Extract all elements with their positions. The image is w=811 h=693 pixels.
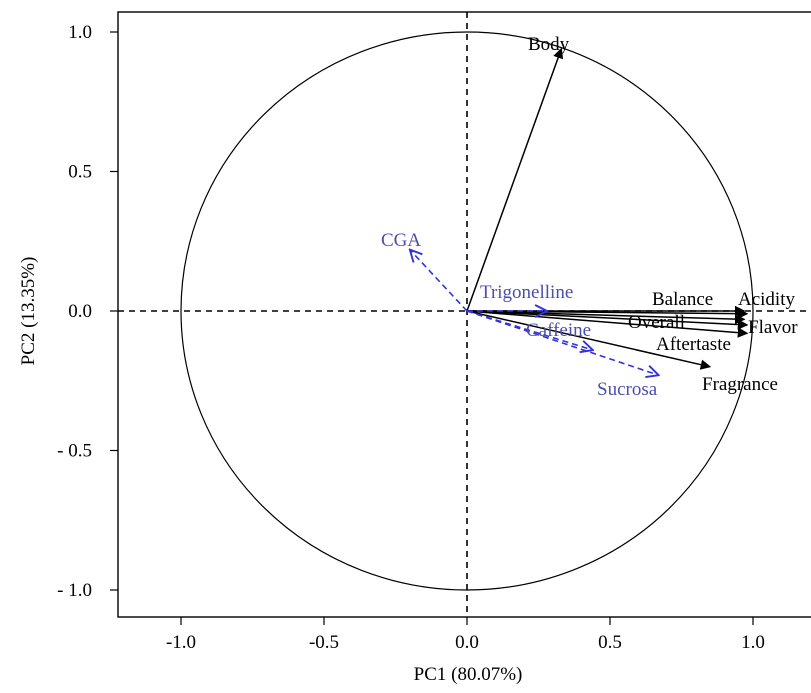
vector-acidity bbox=[466, 308, 749, 319]
vector-label-trigonelline: Trigonelline bbox=[480, 282, 573, 303]
x-axis-label: PC1 (80.07%) bbox=[414, 664, 523, 685]
vector-fragrance bbox=[466, 310, 712, 370]
vector-overall bbox=[466, 310, 746, 325]
vector-label-body: Body bbox=[528, 34, 570, 55]
y-tick-label: 0.0 bbox=[68, 301, 92, 322]
vector-body bbox=[466, 47, 564, 312]
vector-label-caffeine: Caffeine bbox=[526, 320, 591, 341]
y-axis-label: PC2 (13.35%) bbox=[18, 257, 39, 366]
vector-label-cga: CGA bbox=[381, 230, 421, 251]
vector-flavor bbox=[466, 310, 749, 330]
y-tick-label: 0.5 bbox=[68, 162, 92, 183]
y-tick-label: - 1.0 bbox=[57, 580, 92, 601]
y-tick-label: - 0.5 bbox=[57, 441, 92, 462]
x-tick-label: 0.0 bbox=[455, 632, 479, 653]
plot-area-frame bbox=[117, 11, 811, 618]
vector-sucrosa bbox=[466, 310, 659, 375]
vector-label-fragrance: Fragrance bbox=[702, 374, 778, 395]
x-tick-label: -0.5 bbox=[309, 632, 339, 653]
vector-label-flavor: Flavor bbox=[748, 317, 798, 338]
vector-cga bbox=[410, 250, 468, 312]
vector-label-aftertaste: Aftertaste bbox=[656, 334, 731, 355]
x-tick-label: 1.0 bbox=[741, 632, 765, 653]
y-tick-label: 1.0 bbox=[68, 22, 92, 43]
x-tick-label: 0.5 bbox=[598, 632, 622, 653]
x-tick-label: -1.0 bbox=[166, 632, 196, 653]
vector-label-balance: Balance bbox=[652, 289, 713, 310]
vector-aftertaste bbox=[466, 310, 749, 338]
vector-label-overall: Overall bbox=[628, 312, 685, 333]
vector-label-sucrosa: Sucrosa bbox=[597, 379, 658, 400]
vector-label-acidity: Acidity bbox=[738, 289, 795, 310]
